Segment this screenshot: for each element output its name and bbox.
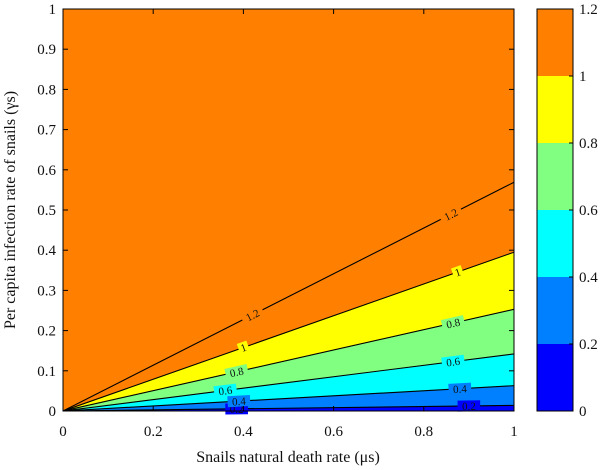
- contour-label-group: 0.8: [224, 363, 249, 380]
- contour-line-0_6: [63, 353, 514, 411]
- colorbar-segment: [537, 76, 573, 143]
- contour-label: 1: [239, 342, 248, 355]
- x-tick-label: 0.6: [324, 424, 343, 440]
- y-tick-label: 1: [49, 2, 57, 18]
- colorbar-segment: [537, 143, 573, 210]
- contour-label-group: 1.2: [438, 204, 464, 225]
- y-tick-label: 0.8: [37, 82, 56, 98]
- y-tick-label: 0.5: [37, 203, 56, 219]
- contour-label-bg: [457, 400, 481, 412]
- x-axis-title: Snails natural death rate (μs): [196, 449, 380, 466]
- contour-label: 1: [453, 266, 462, 279]
- colorbar-tick-label: 1.2: [579, 2, 598, 18]
- colorbar-tick-label: 1: [579, 69, 587, 85]
- contour-line-0_4: [63, 385, 514, 411]
- y-tick-label: 0.2: [37, 324, 56, 340]
- contour-line-1: [63, 251, 514, 411]
- contour-label-bg: [224, 363, 249, 380]
- y-tick-label: 0.1: [37, 364, 56, 380]
- contour-label-bg: [448, 382, 472, 395]
- x-tick-label: 0: [59, 424, 67, 440]
- y-tick-label: 0.9: [37, 42, 56, 58]
- colorbar-segment: [537, 344, 573, 411]
- contour-label: 0.2: [462, 401, 476, 413]
- contour-label-group: 1: [450, 265, 465, 280]
- colorbar-tick-label: 0: [579, 404, 587, 420]
- contour-label: 0.8: [445, 317, 462, 332]
- contour-label: 1.2: [244, 307, 262, 324]
- contour-label-bg: [440, 315, 466, 331]
- colorbar-tick-label: 0.8: [579, 136, 598, 152]
- contour-label: 0.6: [218, 385, 234, 399]
- contour-label-group: 0.4: [227, 394, 251, 409]
- x-tick-label: 0.4: [234, 424, 253, 440]
- y-axis: 0 0.1 0.2 0.3 0.4 0.5 0.6 0.7 0.8 0.9 1: [37, 2, 514, 420]
- contour-label-bg: [236, 340, 251, 355]
- contour-label: 0.6: [446, 356, 462, 370]
- x-tick-label: 0.8: [414, 424, 433, 440]
- contour-line-0_8: [63, 308, 514, 411]
- contour-line-0_2: [63, 404, 514, 411]
- contour-label-group: 0.6: [213, 383, 238, 399]
- y-tick-label: 0.7: [37, 123, 56, 139]
- contour-label-bg: [239, 304, 265, 325]
- x-tick-label: 0.2: [144, 424, 163, 440]
- y-tick-label: 0.4: [37, 243, 56, 259]
- contour-label-group: 0.2: [457, 400, 481, 413]
- contour-line-1_2: [63, 181, 514, 411]
- colorbar-tick-label: 0.2: [579, 337, 598, 353]
- contour-label: 1.2: [442, 207, 460, 224]
- colorbar-tick-label: 0.4: [579, 270, 598, 286]
- contour-label-bg: [227, 394, 251, 408]
- y-tick-label: 0.6: [37, 163, 56, 179]
- contour-label-bg: [438, 204, 464, 225]
- contour-label-group: 0.4: [448, 382, 472, 396]
- colorbar-tick-label: 0.6: [579, 203, 598, 219]
- contour-label-group: 1: [236, 340, 251, 355]
- x-tick-label: 1: [510, 424, 518, 440]
- x-axis: 0 0.2 0.4 0.6 0.8 1: [59, 9, 518, 440]
- colorbar-segment: [537, 277, 573, 344]
- y-tick-label: 0.3: [37, 283, 56, 299]
- contour-label-bg: [213, 383, 238, 398]
- colorbar-segment: [537, 210, 573, 277]
- y-tick-label: 0: [49, 404, 57, 420]
- contour-label: 0.4: [453, 383, 468, 396]
- contour-lines: [63, 181, 514, 411]
- contour-label-group: 1.2: [239, 304, 265, 325]
- colorbar-frame: [536, 8, 574, 412]
- colorbar: 0 0.2 0.4 0.6 0.8 1 1.2: [537, 2, 598, 420]
- colorbar-segment: [537, 9, 573, 76]
- contour-label-group: 0.6: [441, 354, 466, 370]
- contour-label-bg: [450, 265, 465, 279]
- y-axis-title: Per capita infection rate of snails (γs): [2, 91, 19, 329]
- contour-label-group: 0.8: [440, 315, 466, 332]
- contour-label-bg: [441, 354, 466, 369]
- contour-label: 0.8: [229, 365, 246, 380]
- contour-label: 0.4: [232, 396, 247, 409]
